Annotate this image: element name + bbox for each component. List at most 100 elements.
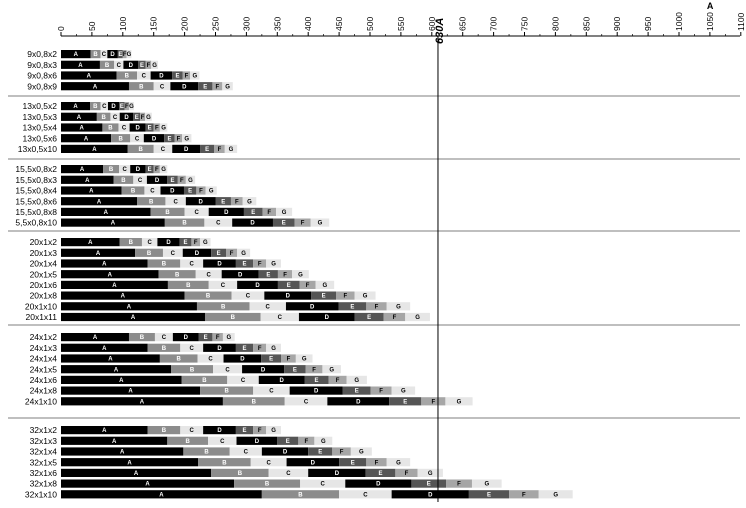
- segment-label-a: A: [96, 251, 101, 257]
- segment-label-a: A: [127, 304, 132, 310]
- bar-segment-e: [117, 50, 123, 59]
- bar-segment-g: [310, 218, 330, 227]
- bar-segment-a: [61, 123, 103, 132]
- segment-label-c: C: [122, 126, 127, 132]
- bar-segment-d: [345, 479, 412, 488]
- bar-segment-g: [445, 397, 473, 406]
- segment-label-c: C: [321, 482, 326, 488]
- segment-label-d: D: [217, 262, 222, 268]
- bar-segment-e: [365, 468, 396, 477]
- segment-label-f: F: [312, 367, 316, 373]
- segment-label-b: B: [149, 199, 154, 205]
- segment-label-f: F: [185, 74, 189, 80]
- x-tick-label: 150: [149, 17, 159, 31]
- bar-segment-d: [242, 365, 285, 374]
- segment-label-a: A: [89, 189, 94, 195]
- row-label: 20x1x11: [25, 312, 57, 322]
- segment-label-a: A: [73, 104, 78, 110]
- bar-segment-b: [90, 102, 101, 111]
- bar-segment-b: [103, 165, 120, 174]
- bar-segment-f: [212, 82, 223, 91]
- segment-label-c: C: [244, 450, 249, 456]
- segment-label-b: B: [165, 210, 170, 216]
- segment-label-g: G: [428, 471, 433, 477]
- bar-segment-f: [395, 468, 418, 477]
- bar-segment-e: [215, 197, 231, 206]
- bar-segment-c: [253, 386, 290, 395]
- x-tick-label: 400: [303, 17, 313, 31]
- bar-segment-g: [266, 426, 282, 435]
- bar-segment-c: [208, 436, 237, 445]
- segment-label-g: G: [188, 178, 193, 184]
- segment-label-d: D: [255, 283, 260, 289]
- row-label: 24x1x10: [25, 396, 57, 406]
- bar-segment-b: [127, 144, 154, 153]
- segment-label-b: B: [202, 378, 207, 384]
- bar-segment-a: [61, 112, 97, 121]
- bar-segment-f: [294, 218, 311, 227]
- bar-segment-f: [299, 280, 316, 289]
- bar-segment-g: [276, 207, 293, 216]
- bar-segment-b: [121, 186, 145, 195]
- row-label: 20x1x8: [30, 291, 58, 301]
- segment-label-g: G: [127, 52, 132, 58]
- bar-segment-f: [253, 259, 267, 268]
- segment-label-a: A: [88, 240, 93, 246]
- bar-segment-d: [203, 343, 236, 352]
- segment-label-b: B: [222, 460, 227, 466]
- bar-segment-b: [96, 112, 111, 121]
- x-tick-label: 1050: [705, 12, 715, 31]
- row-label: 24x1x6: [30, 375, 58, 385]
- row-label: 20x1x5: [30, 269, 58, 279]
- segment-label-e: E: [221, 199, 225, 205]
- bar-segment-a: [61, 365, 172, 374]
- bar-segment-g: [237, 248, 251, 257]
- segment-label-a: A: [102, 428, 107, 434]
- row-label: 32x1x5: [30, 457, 58, 467]
- bar-segment-b: [113, 175, 134, 184]
- segment-label-e: E: [487, 492, 491, 498]
- segment-label-b: B: [186, 283, 191, 289]
- bar-segment-b: [102, 123, 119, 132]
- segment-label-f: F: [457, 482, 461, 488]
- bar-segment-c: [100, 50, 108, 59]
- segment-label-e: E: [355, 389, 359, 395]
- bar-segment-c: [141, 238, 158, 247]
- segment-label-a: A: [134, 471, 139, 477]
- bar-segment-f: [328, 375, 347, 384]
- segment-label-c: C: [208, 357, 213, 363]
- segment-label-d: D: [224, 210, 229, 216]
- bar-segment-g: [182, 134, 192, 143]
- bar-segment-a: [61, 280, 168, 289]
- segment-label-c: C: [117, 63, 122, 69]
- x-tick-label: 250: [211, 17, 221, 31]
- bar-segment-f: [509, 490, 539, 499]
- segment-label-e: E: [243, 428, 247, 434]
- bar-segment-g: [266, 343, 282, 352]
- bar-segment-d: [232, 218, 273, 227]
- bar-segment-e: [243, 207, 263, 216]
- bar-segment-d: [308, 468, 366, 477]
- bar-segment-d: [172, 144, 201, 153]
- bar-segment-d: [150, 71, 173, 80]
- segment-label-c: C: [221, 283, 226, 289]
- segment-label-g: G: [359, 450, 364, 456]
- segment-label-f: F: [147, 63, 151, 69]
- segment-label-g: G: [225, 84, 230, 90]
- segment-label-c: C: [266, 304, 271, 310]
- segment-label-e: E: [318, 450, 322, 456]
- bar-segment-e: [145, 123, 154, 132]
- bar-segment-g: [126, 50, 132, 59]
- row-label: 15,5x0,8x3: [15, 175, 57, 185]
- bar-segment-a: [61, 490, 262, 499]
- segment-label-b: B: [252, 399, 257, 405]
- segment-label-c: C: [171, 251, 176, 257]
- bar-segment-b: [137, 197, 166, 206]
- segment-label-c: C: [135, 136, 140, 142]
- bar-segment-f: [277, 270, 293, 279]
- segment-label-f: F: [216, 335, 220, 341]
- bar-segment-g: [292, 270, 309, 279]
- bar-segment-f: [214, 144, 225, 153]
- segment-label-b: B: [162, 262, 167, 268]
- bar-segment-g: [190, 71, 200, 80]
